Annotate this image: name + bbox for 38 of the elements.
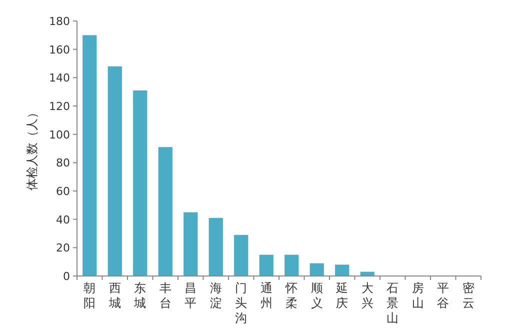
bar: [108, 66, 122, 276]
bar: [259, 254, 274, 276]
y-tick-label: 40: [56, 213, 70, 226]
x-tick-label: 通州: [260, 281, 272, 310]
bar: [310, 263, 324, 276]
x-tick-label: 房山: [412, 281, 424, 310]
y-axis-title: 体检人数（人）: [25, 106, 39, 190]
bar: [234, 234, 248, 276]
bar: [82, 35, 97, 276]
x-tick-label: 东城: [133, 281, 146, 310]
x-tick-label: 密云: [462, 281, 474, 310]
bar: [208, 218, 223, 276]
x-tick-label: 平谷: [437, 281, 450, 310]
bar: [184, 212, 198, 276]
x-tick-label: 海淀: [210, 281, 222, 310]
x-tick-label: 丰台: [159, 281, 172, 310]
y-tick-label: 80: [56, 156, 70, 170]
x-tick-label: 昌平: [184, 281, 197, 310]
x-tick-label: 大兴: [361, 281, 374, 310]
y-tick-label: 0: [63, 270, 70, 283]
bar: [158, 147, 172, 276]
x-tick-label: 顺义: [310, 281, 323, 310]
x-tick-label: 西城: [108, 281, 121, 310]
y-tick-label: 180: [49, 15, 70, 28]
x-tick-label: 朝阳: [84, 281, 96, 310]
bar: [284, 254, 299, 276]
x-tick-label: 石景山: [386, 281, 399, 325]
y-tick-label: 60: [56, 185, 70, 198]
y-tick-label: 20: [56, 242, 70, 255]
y-tick-label: 100: [49, 128, 70, 142]
bar: [335, 264, 350, 276]
x-tick-label: 门头沟: [235, 281, 248, 325]
x-tick-label: 怀柔: [284, 281, 298, 310]
bar: [133, 90, 148, 276]
y-tick-label: 160: [49, 43, 70, 56]
y-tick-label: 120: [49, 100, 70, 113]
y-tick-label: 140: [49, 72, 70, 85]
x-tick-label: 延庆: [335, 281, 348, 310]
